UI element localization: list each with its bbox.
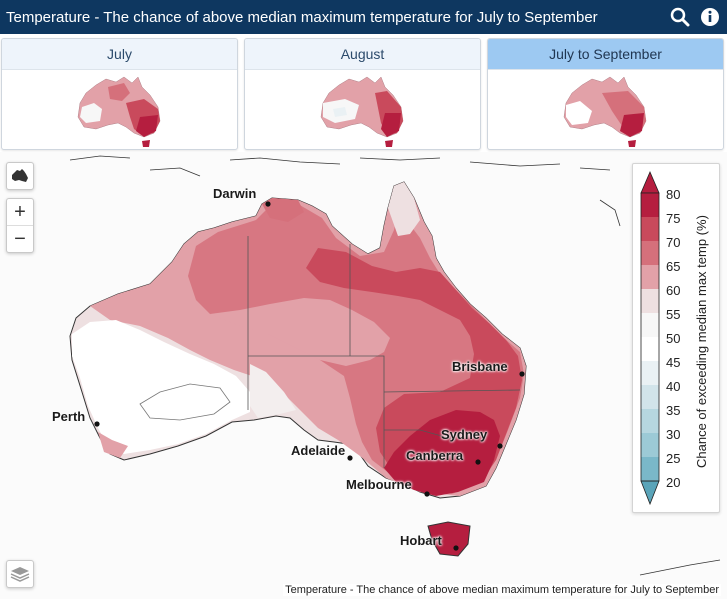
city-markers — [94, 201, 525, 551]
contour-45-west — [139, 383, 231, 421]
city-label-brisbane: Brisbane — [452, 359, 508, 374]
australia-icon[interactable] — [7, 163, 33, 189]
coastline-north — [69, 155, 721, 576]
layers-icon[interactable] — [7, 561, 33, 587]
city-label-sydney: Sydney — [441, 427, 488, 442]
city-label-hobart: Hobart — [400, 533, 442, 548]
zoom-control: + − — [6, 198, 34, 253]
full-extent-button[interactable] — [6, 162, 34, 190]
legend-tick: 75 — [666, 211, 681, 226]
city-label-perth: Perth — [52, 409, 86, 424]
zoom-in-button[interactable]: + — [14, 200, 26, 223]
legend-tick: 20 — [666, 475, 681, 490]
tab-label: July to September — [488, 39, 723, 70]
tab-august[interactable]: August — [244, 38, 481, 150]
forecast-map — [69, 155, 721, 576]
period-tabs: July August July to September — [0, 34, 727, 152]
legend-tick: 70 — [666, 235, 681, 250]
search-icon[interactable] — [667, 4, 693, 30]
legend-tick: 55 — [666, 307, 681, 322]
legend-tick: 40 — [666, 379, 681, 394]
legend-tick: 50 — [666, 331, 681, 346]
map-view[interactable]: Darwin Brisbane Perth Sydney Adelaide Ca… — [0, 152, 727, 599]
city-label-adelaide: Adelaide — [291, 443, 346, 458]
legend-title: Chance of exceeding median max temp (%) — [694, 215, 709, 469]
tab-july[interactable]: July — [1, 38, 238, 150]
legend-tick: 30 — [666, 427, 681, 442]
contour-50-west — [72, 320, 250, 454]
contour-65-central — [210, 298, 390, 366]
legend-tick: 80 — [666, 187, 681, 202]
legend-tick: 60 — [666, 283, 681, 298]
tab-label: August — [245, 39, 480, 70]
thumbnail-map — [320, 76, 403, 147]
map-attribution: Temperature - The chance of above median… — [283, 584, 721, 596]
zoom-out-button[interactable]: − — [7, 225, 33, 252]
tab-july-to-september[interactable]: July to September — [487, 38, 724, 150]
legend-tick: 45 — [666, 355, 681, 370]
city-label-canberra: Canberra — [406, 448, 464, 463]
tasmania — [427, 521, 471, 557]
contour-80 — [384, 410, 500, 496]
layers-button[interactable] — [6, 560, 34, 588]
legend: 80 75 70 65 60 55 50 45 40 35 30 25 20 C… — [632, 163, 720, 513]
legend-tick: 35 — [666, 403, 681, 418]
app-header: Temperature - The chance of above median… — [0, 0, 727, 34]
city-label-darwin: Darwin — [213, 186, 257, 201]
tab-label: July — [2, 39, 237, 70]
legend-tick: 65 — [666, 259, 681, 274]
city-label-melbourne: Melbourne — [346, 477, 412, 492]
contour-55-west — [250, 364, 296, 418]
thumbnail-map — [77, 76, 160, 147]
state-borders — [247, 236, 521, 468]
legend-colorbar — [640, 170, 660, 506]
contour-60-southwest — [98, 432, 128, 458]
legend-tick: 25 — [666, 451, 681, 466]
thumbnail-map — [563, 76, 646, 147]
page-title: Temperature - The chance of above median… — [6, 8, 598, 26]
info-icon[interactable] — [697, 4, 723, 30]
